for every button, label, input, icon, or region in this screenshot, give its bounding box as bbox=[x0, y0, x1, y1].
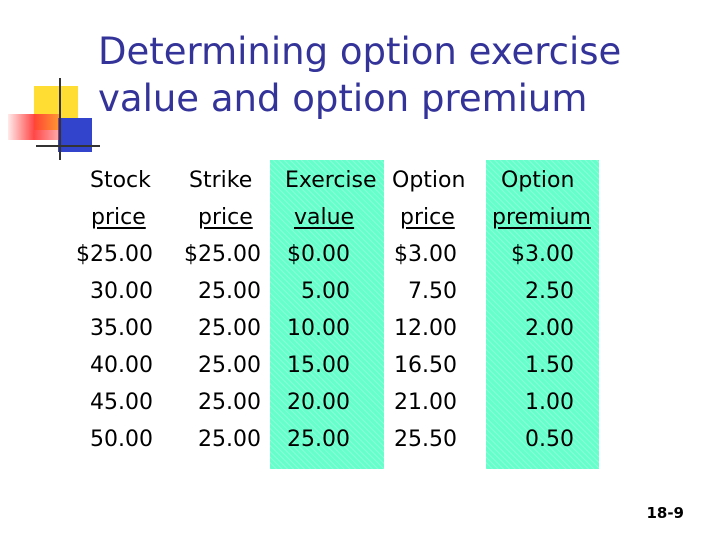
table-cell: $25.00 bbox=[184, 242, 261, 267]
page-title-line-2: value and option premium bbox=[98, 77, 588, 120]
column-header: price bbox=[198, 205, 253, 230]
column-header: price bbox=[91, 205, 146, 230]
table-cell: 7.50 bbox=[408, 279, 457, 304]
page-title: Determining option exercise value and op… bbox=[98, 28, 708, 122]
table-cell: 25.00 bbox=[287, 427, 350, 452]
table-cell: 1.50 bbox=[525, 353, 574, 378]
column-header: Option bbox=[501, 168, 575, 193]
decorative-corner-graphic bbox=[8, 78, 100, 160]
table-cell: $0.00 bbox=[287, 242, 350, 267]
table-cell: 25.00 bbox=[198, 427, 261, 452]
table-cell: 2.50 bbox=[525, 279, 574, 304]
table-cell: 30.00 bbox=[90, 279, 153, 304]
column-header: value bbox=[294, 205, 355, 230]
table-cell: 25.00 bbox=[198, 353, 261, 378]
table-cell: $3.00 bbox=[394, 242, 457, 267]
column-header: price bbox=[400, 205, 455, 230]
table-cell: 12.00 bbox=[394, 316, 457, 341]
table-cell: 35.00 bbox=[90, 316, 153, 341]
table-cell: 40.00 bbox=[90, 353, 153, 378]
table-cell: 16.50 bbox=[394, 353, 457, 378]
exercise-value-highlight bbox=[270, 160, 384, 469]
table-cell: 45.00 bbox=[90, 390, 153, 415]
table-cell: $25.00 bbox=[76, 242, 153, 267]
table-cell: 50.00 bbox=[90, 427, 153, 452]
table-cell: 1.00 bbox=[525, 390, 574, 415]
column-header: Exercise bbox=[285, 168, 377, 193]
page-title-line-1: Determining option exercise bbox=[98, 30, 622, 73]
table-cell: 0.50 bbox=[525, 427, 574, 452]
table-cell: 25.00 bbox=[198, 316, 261, 341]
table-cell: 25.50 bbox=[394, 427, 457, 452]
slide-number: 18-9 bbox=[646, 504, 684, 522]
table-cell: 20.00 bbox=[287, 390, 350, 415]
column-header: Stock bbox=[90, 168, 151, 193]
table-cell: 25.00 bbox=[198, 279, 261, 304]
column-header: premium bbox=[492, 205, 591, 230]
column-header: Strike bbox=[189, 168, 253, 193]
table-cell: 2.00 bbox=[525, 316, 574, 341]
table-cell: $3.00 bbox=[511, 242, 574, 267]
table-cell: 21.00 bbox=[394, 390, 457, 415]
table-cell: 25.00 bbox=[198, 390, 261, 415]
column-header: Option bbox=[392, 168, 466, 193]
table-cell: 15.00 bbox=[287, 353, 350, 378]
table-cell: 5.00 bbox=[301, 279, 350, 304]
table-cell: 10.00 bbox=[287, 316, 350, 341]
option-premium-highlight bbox=[486, 160, 599, 469]
